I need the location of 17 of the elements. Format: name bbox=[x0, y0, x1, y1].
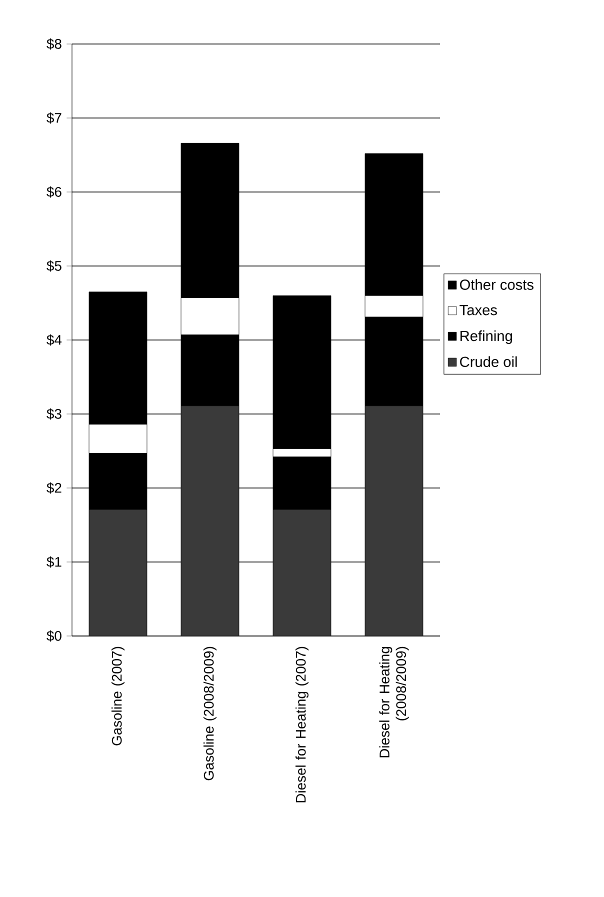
y-tick-label: $1 bbox=[46, 556, 62, 568]
x-tick-label: Diesel for Heating (2008/2009) bbox=[379, 646, 409, 758]
y-tick-label: $8 bbox=[46, 38, 62, 50]
y-tick-label: $5 bbox=[46, 260, 62, 272]
legend-label: Crude oil bbox=[460, 356, 517, 368]
y-tick-label: $2 bbox=[46, 482, 62, 494]
x-tick-label: Diesel for Heating (2007) bbox=[296, 646, 309, 802]
legend-label: Other costs bbox=[460, 279, 534, 290]
y-tick-label: $7 bbox=[46, 112, 62, 124]
y-tick-label: $3 bbox=[46, 408, 62, 420]
legend-label: Refining bbox=[460, 330, 512, 344]
x-tick-label: Gasoline (2008/2009) bbox=[204, 646, 217, 780]
legend-label: Taxes bbox=[460, 305, 497, 316]
y-tick-label: $6 bbox=[46, 186, 62, 198]
y-tick-label: $4 bbox=[46, 334, 62, 346]
y-tick-label: $0 bbox=[46, 630, 62, 642]
x-tick-label: Gasoline (2007) bbox=[112, 646, 125, 746]
